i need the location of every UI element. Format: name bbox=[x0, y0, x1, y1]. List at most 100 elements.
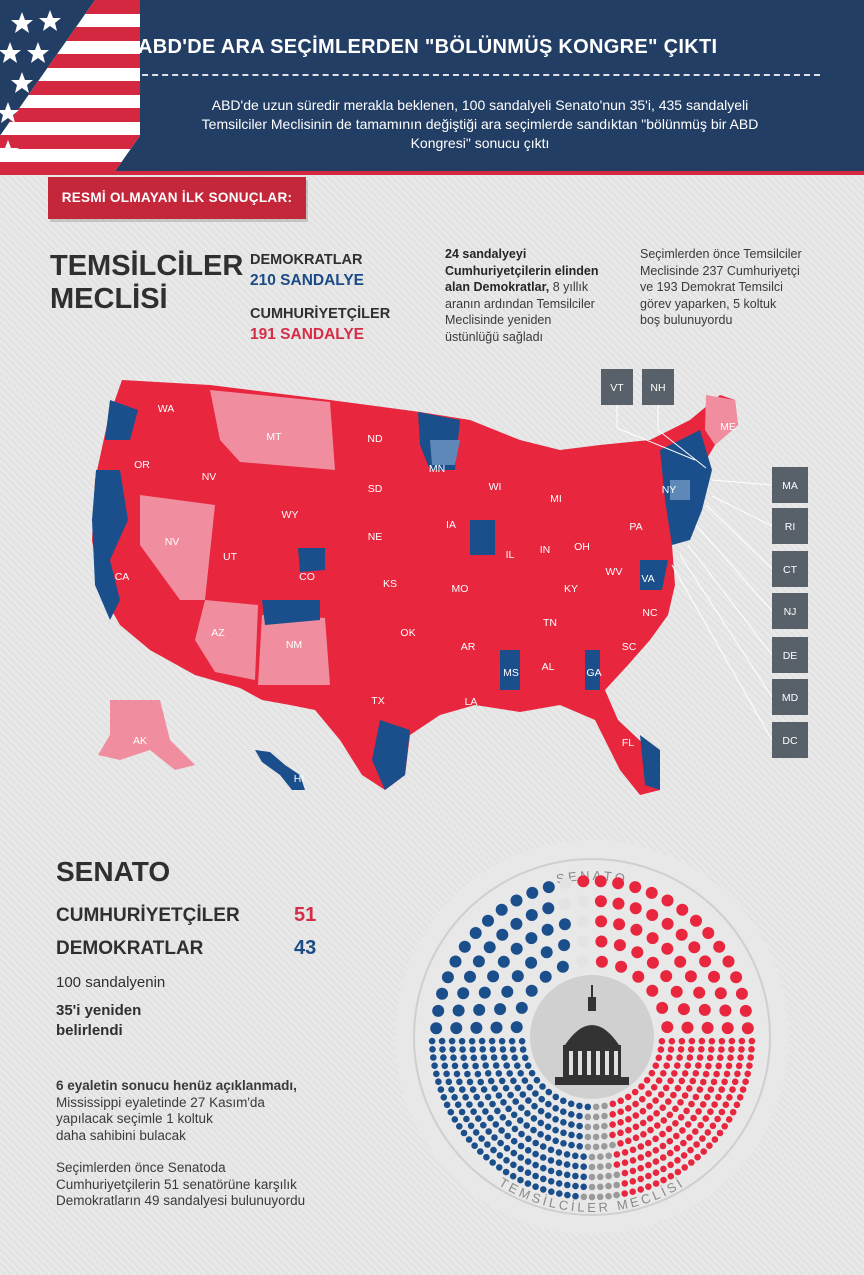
state-label: KS bbox=[383, 578, 397, 590]
house-seat-dot bbox=[631, 1088, 639, 1096]
senate-seat-dot bbox=[510, 894, 523, 907]
house-seat-dot bbox=[499, 1046, 507, 1053]
house-seat-dot bbox=[517, 1176, 524, 1184]
senate-seat-dot bbox=[490, 1021, 503, 1034]
house-seat-dot bbox=[514, 1062, 521, 1069]
house-seat-dot bbox=[509, 1172, 517, 1180]
senate-seat-dot bbox=[494, 1003, 507, 1016]
house-seat-dot bbox=[617, 1129, 624, 1137]
house-seat-dot bbox=[718, 1086, 725, 1093]
house-seat-dot bbox=[629, 1167, 637, 1175]
senate-seat-dot bbox=[688, 941, 701, 954]
house-seat-dot bbox=[588, 1153, 596, 1161]
house-seat-dot bbox=[470, 1108, 477, 1115]
house-seat-dot bbox=[437, 1086, 445, 1093]
house-seat-dot bbox=[530, 1115, 538, 1122]
house-seat-dot bbox=[521, 1054, 529, 1062]
house-seat-dot bbox=[637, 1175, 644, 1183]
senate-seat-dot bbox=[719, 1004, 732, 1017]
chamber-seat-chart: SENATO TEMSİLCİLER MECLİSİ bbox=[395, 840, 789, 1234]
house-seat-dot bbox=[714, 1115, 721, 1123]
house-seat-dot bbox=[555, 1149, 563, 1156]
note-bold-line: alan Demokratlar, bbox=[445, 280, 550, 294]
house-seat-dot bbox=[494, 1107, 501, 1115]
senate-seat-dot bbox=[539, 970, 552, 983]
state-label: VA bbox=[641, 573, 654, 585]
house-seat-dot bbox=[647, 1126, 654, 1134]
house-seat-dot bbox=[538, 1095, 545, 1103]
senate-seat-dot bbox=[713, 940, 726, 953]
house-seat-dot bbox=[572, 1192, 579, 1200]
house-seat-dot bbox=[667, 1172, 675, 1180]
house-seat-dot bbox=[462, 1062, 469, 1070]
house-seat-dot bbox=[491, 1085, 498, 1092]
house-seat-dot bbox=[617, 1108, 624, 1115]
senate-seat-dot bbox=[525, 956, 538, 969]
senate-seat-dot bbox=[576, 935, 589, 948]
dem-westcoast bbox=[92, 470, 128, 620]
house-seat-dot bbox=[448, 1086, 455, 1093]
house-seat-dot bbox=[580, 1183, 587, 1191]
house-seat-dot bbox=[639, 1095, 646, 1103]
senate-seat-dot bbox=[594, 875, 607, 888]
house-seat-dot bbox=[429, 1046, 436, 1053]
house-seat-dot bbox=[632, 1123, 640, 1131]
senate-seat-dot bbox=[722, 955, 735, 968]
house-seat-dot bbox=[707, 1086, 715, 1093]
callout-label: MD bbox=[782, 692, 799, 704]
house-seat-dot bbox=[638, 1083, 645, 1090]
house-seat-dot bbox=[729, 1086, 736, 1093]
house-seat-dot bbox=[621, 1180, 629, 1187]
house-seat-dot bbox=[518, 1130, 525, 1138]
house-seat-dot bbox=[548, 1188, 555, 1195]
senate-seats bbox=[430, 875, 754, 1035]
house-seat-dot bbox=[597, 1163, 604, 1170]
dem-mississippi-delta bbox=[500, 650, 520, 690]
note-bold-line: 24 sandalyeyi bbox=[445, 247, 527, 261]
subtitle-line: ABD'de uzun süredir merakla beklenen, 10… bbox=[211, 97, 749, 113]
house-seat-dot bbox=[556, 1190, 563, 1197]
senate-seat-dot bbox=[595, 935, 608, 948]
house-seat-dot bbox=[721, 1123, 728, 1130]
house-seat-dot bbox=[609, 1121, 616, 1128]
house-seat-dot bbox=[609, 1131, 616, 1139]
house-seat-dot bbox=[601, 1112, 608, 1120]
state-label: MO bbox=[452, 583, 469, 595]
senate-seat-dot bbox=[496, 928, 509, 941]
house-seat-dot bbox=[537, 1131, 544, 1138]
house-seat-dot bbox=[539, 1143, 547, 1150]
house-seat-dot bbox=[601, 1132, 608, 1140]
house-seat-dot bbox=[560, 1129, 567, 1137]
house-seat-dot bbox=[677, 1099, 684, 1106]
house-seat-dot bbox=[502, 1168, 510, 1176]
house-seat-dot bbox=[718, 1037, 726, 1045]
house-seat-dot bbox=[490, 1054, 498, 1061]
dem-florida bbox=[640, 735, 660, 790]
senate-info-line: 35'i yeniden bbox=[56, 1002, 142, 1019]
house-seat-dot bbox=[463, 1115, 470, 1123]
house-seat-dot bbox=[484, 1070, 492, 1077]
house-seat-dot bbox=[588, 1163, 596, 1171]
senate-seat-dot bbox=[525, 932, 538, 945]
note-line: aranın ardından Temsilciler bbox=[445, 296, 595, 311]
house-seat-dot bbox=[547, 1178, 555, 1185]
senate-dem-label: DEMOKRATLAR bbox=[56, 938, 204, 959]
house-seat-dot bbox=[632, 1134, 640, 1142]
house-seat-dot bbox=[472, 1129, 480, 1136]
callout-label: RI bbox=[785, 521, 796, 533]
senate-seat-dot bbox=[542, 881, 555, 894]
house-seat-dot bbox=[605, 1192, 612, 1200]
house-seat-dot bbox=[657, 1091, 665, 1098]
house-seat-dot bbox=[645, 1161, 652, 1169]
house-seat-dot bbox=[674, 1062, 681, 1069]
senate-seat-dot bbox=[676, 903, 689, 916]
page-title: ABD'DE ARA SEÇİMLERDEN "BÖLÜNMÜŞ KONGRE"… bbox=[138, 36, 718, 58]
house-seat-dot bbox=[576, 1102, 583, 1110]
senate-seat-dot bbox=[690, 914, 702, 927]
house-seat-dot bbox=[524, 1110, 531, 1117]
house-seat-dot bbox=[439, 1046, 446, 1053]
house-seat-dot bbox=[629, 1146, 637, 1154]
house-seat-dot bbox=[677, 1046, 685, 1053]
house-seat-dot bbox=[547, 1167, 555, 1175]
house-seat-dot bbox=[445, 1078, 453, 1086]
